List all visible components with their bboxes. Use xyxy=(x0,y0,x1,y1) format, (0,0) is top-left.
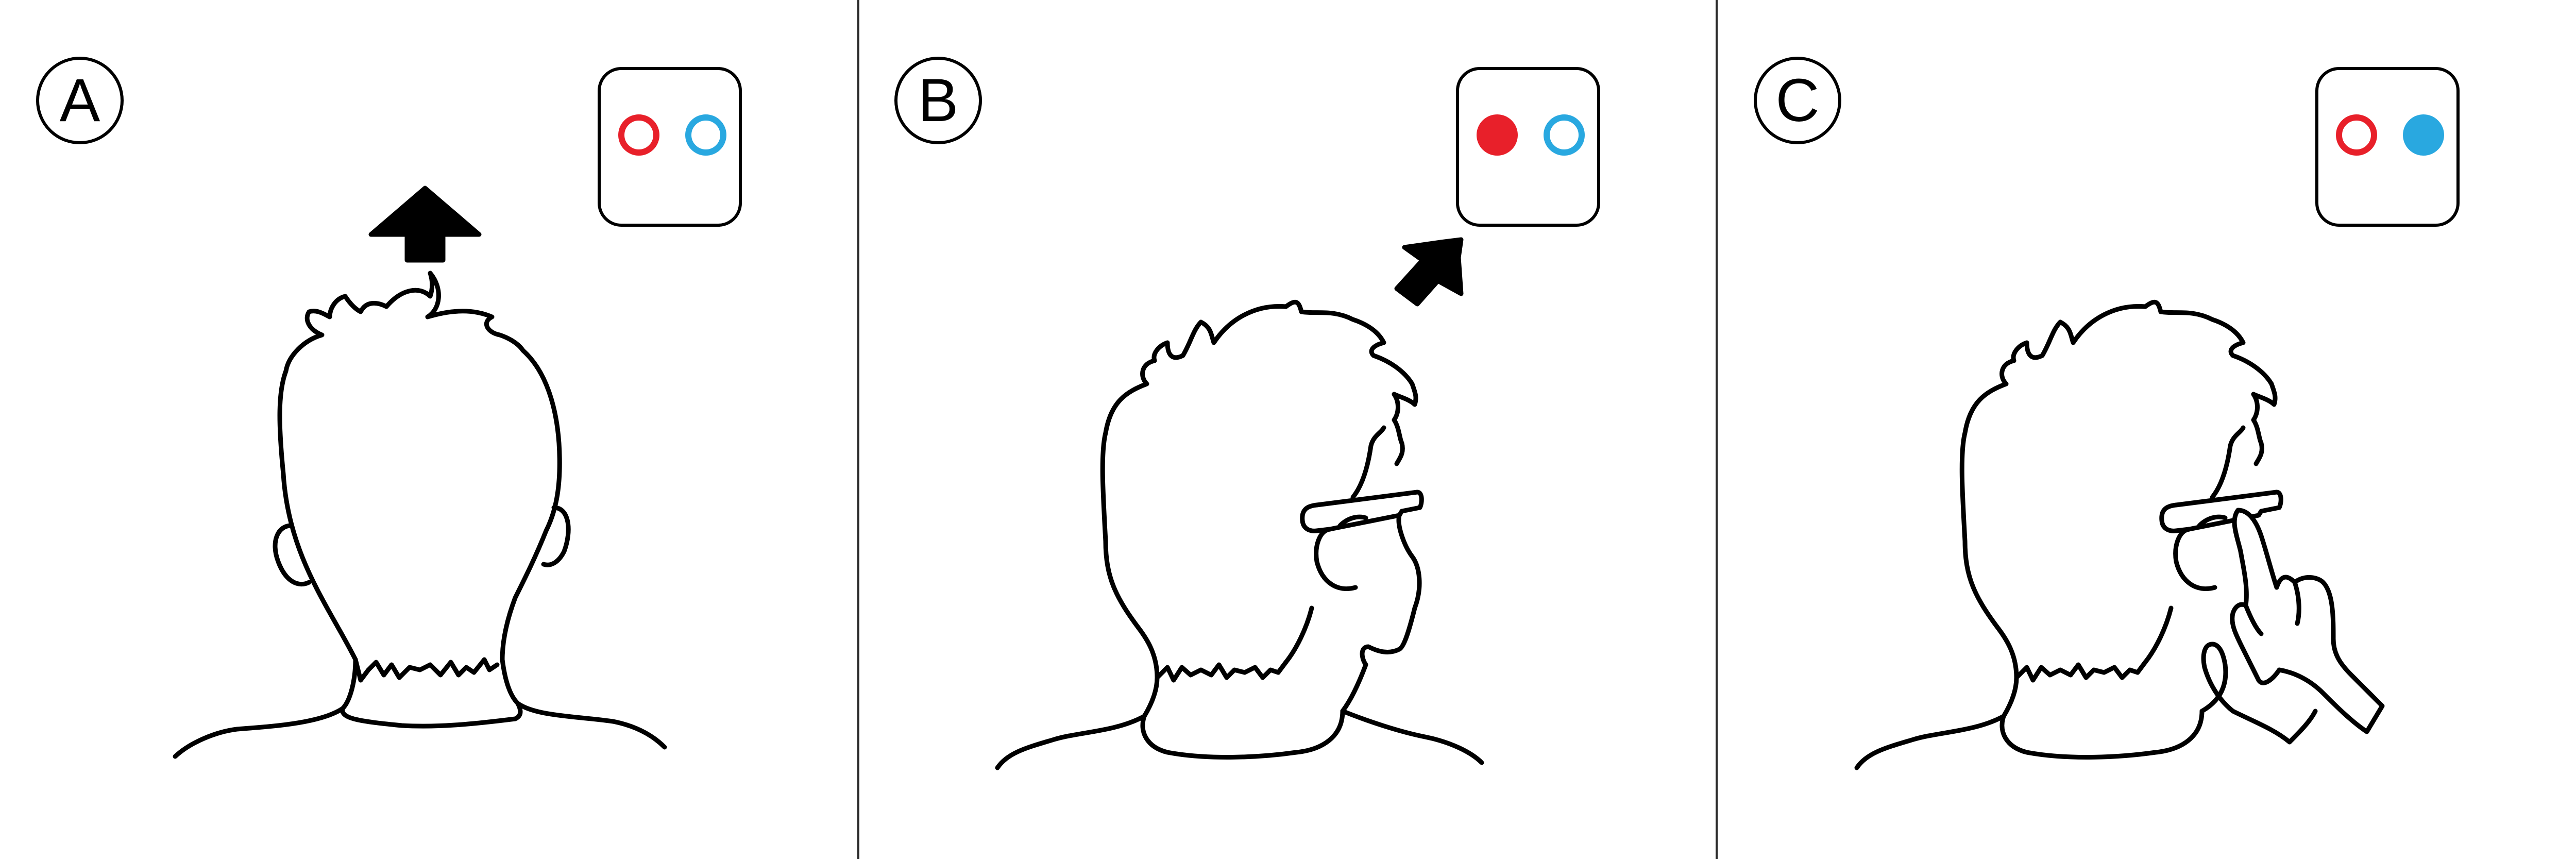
panel-label-circle: C xyxy=(1754,57,1841,144)
head-back-view-icon xyxy=(173,186,667,759)
panel-a: A xyxy=(0,0,858,859)
panel-c: C xyxy=(1718,0,2576,859)
head-with-glasses-icon xyxy=(995,237,1484,770)
red-indicator-dot xyxy=(1477,114,1518,156)
indicator-box xyxy=(1456,67,1600,227)
panel-label-circle: A xyxy=(36,57,124,144)
head-with-glasses-touch-icon xyxy=(1854,299,2385,770)
indicator-box xyxy=(598,67,742,227)
panel-divider xyxy=(857,0,859,859)
indicator-box xyxy=(2315,67,2460,227)
panel-b: B xyxy=(858,0,1717,859)
arrow-up-right-icon xyxy=(1394,237,1464,307)
panel-label-circle: B xyxy=(894,57,982,144)
hand-icon xyxy=(2230,508,2385,734)
panel-label: A xyxy=(59,66,100,134)
panel-label: C xyxy=(1775,66,1820,134)
arrow-up-icon xyxy=(368,186,482,263)
panel-label: B xyxy=(918,66,959,134)
panel-divider xyxy=(1716,0,1718,859)
blue-indicator-dot xyxy=(2403,114,2444,156)
